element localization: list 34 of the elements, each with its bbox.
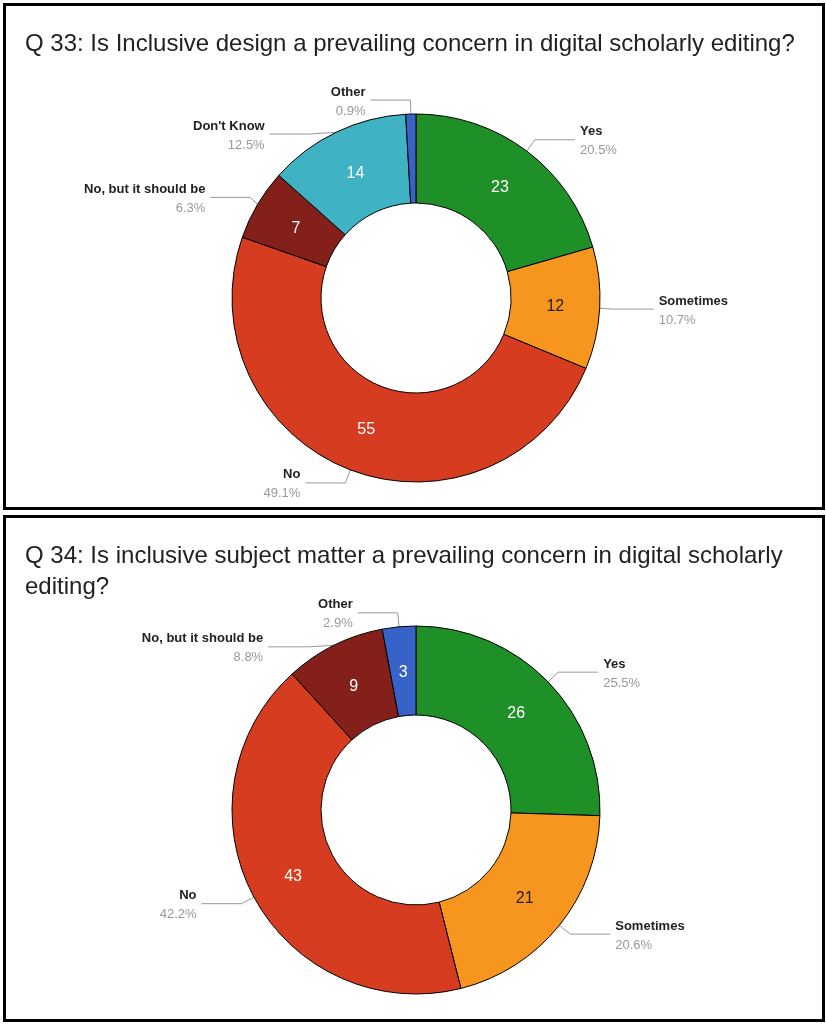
slice-label: Yes — [580, 123, 603, 139]
data-label: 12 — [546, 297, 565, 315]
text: 6.3% — [175, 199, 206, 215]
slice-label: No — [179, 887, 197, 903]
data-label: 26 — [507, 704, 526, 722]
data-label: 23 — [490, 178, 509, 196]
text: 12.5% — [227, 136, 266, 152]
data-label: 3 — [398, 662, 408, 680]
slice-label: No, but it should be — [141, 630, 264, 646]
chart-title: Q 33: Is Inclusive design a prevailing concern in digital scholarly editing? — [25, 29, 795, 56]
data-label: 14 — [346, 163, 365, 181]
slice-label: Don't Know — [193, 117, 266, 133]
slice-label: No — [283, 466, 301, 482]
data-label: 55 — [357, 419, 376, 437]
text: 25.5% — [603, 674, 641, 690]
text: 20.5% — [580, 142, 618, 158]
chart-title: Q 34: Is inclusive subject matter a prevailing concern in digital scholarly editing? — [25, 541, 790, 599]
text: 2.9% — [323, 615, 354, 631]
text: 0.9% — [335, 102, 366, 118]
text: 49.1% — [263, 485, 301, 501]
slice-label: No, but it should be — [84, 180, 206, 196]
data-label: 21 — [515, 888, 534, 906]
slice-label: Other — [318, 596, 353, 612]
slice-label: Yes — [603, 655, 626, 671]
text: 42.2% — [159, 906, 197, 922]
text: 8.8% — [233, 649, 264, 665]
data-label: 7 — [291, 218, 301, 236]
slice-label: Sometimes — [615, 917, 685, 933]
slice-label: Sometimes — [658, 292, 729, 308]
text: 20.6% — [615, 936, 653, 952]
data-label: 9 — [349, 676, 359, 694]
text: 10.7% — [658, 311, 696, 327]
slice-label: Other — [330, 83, 366, 99]
data-label: 43 — [284, 867, 303, 885]
